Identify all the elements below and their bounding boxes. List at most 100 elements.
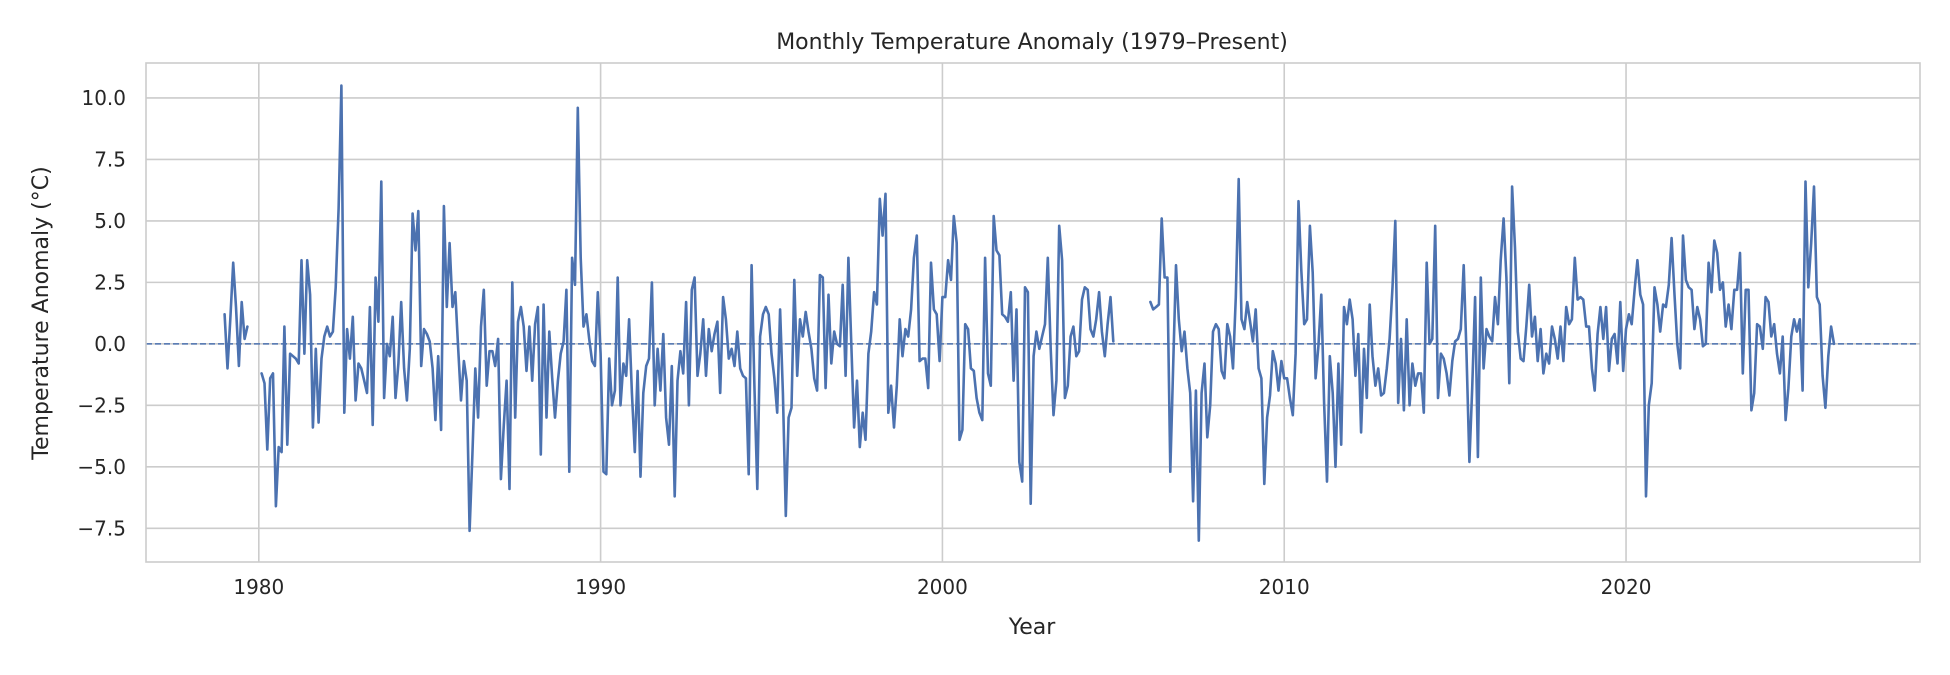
data-point: [1163, 276, 1166, 279]
data-point: [910, 308, 912, 311]
data-point: [1722, 281, 1724, 284]
data-point: [668, 443, 670, 446]
data-point: [599, 352, 602, 355]
data-point: [1562, 360, 1565, 362]
data-point: [1252, 340, 1254, 343]
data-point: [1702, 345, 1704, 348]
data-point: [1744, 288, 1747, 291]
data-point: [648, 357, 650, 360]
data-point: [1750, 409, 1753, 412]
data-point: [1687, 286, 1690, 289]
data-point: [460, 399, 462, 402]
data-point: [1343, 306, 1345, 308]
data-point: [1203, 362, 1206, 365]
data-point: [662, 333, 665, 335]
data-point: [673, 495, 676, 498]
data-point: [873, 291, 875, 294]
data-point: [1417, 372, 1419, 375]
data-point: [1177, 318, 1180, 321]
data-point: [266, 448, 269, 451]
data-point: [574, 283, 576, 286]
data-point: [1793, 318, 1795, 321]
data-point: [1761, 347, 1764, 350]
data-point: [1813, 185, 1815, 188]
data-point: [522, 325, 525, 328]
data-point: [1534, 315, 1536, 318]
data-point: [713, 333, 716, 335]
data-point: [445, 306, 448, 308]
data-point: [591, 360, 593, 362]
data-point: [260, 372, 263, 375]
data-point: [391, 315, 394, 318]
data-point: [1377, 367, 1380, 370]
data-point: [1685, 279, 1687, 281]
data-point: [1798, 318, 1801, 321]
data-point: [454, 291, 457, 294]
data-point: [1693, 328, 1696, 330]
data-point: [1596, 333, 1599, 335]
y-tick-label: 10.0: [81, 86, 126, 110]
data-point: [1556, 357, 1559, 360]
data-point: [363, 379, 366, 382]
data-point: [719, 392, 722, 394]
data-point: [1260, 377, 1263, 380]
data-point: [1363, 347, 1365, 350]
data-point: [1061, 259, 1063, 262]
data-point: [1519, 357, 1522, 360]
data-point: [1334, 465, 1337, 468]
data-point: [790, 406, 793, 409]
data-point: [528, 325, 531, 328]
data-point: [1101, 330, 1103, 333]
data-point: [1610, 338, 1613, 340]
data-point: [275, 505, 277, 508]
data-point: [1360, 431, 1362, 434]
data-point: [346, 328, 348, 330]
data-point: [1254, 308, 1257, 311]
data-point: [1622, 370, 1625, 372]
data-point: [1827, 355, 1830, 358]
data-point: [1539, 328, 1542, 330]
data-point: [759, 335, 761, 338]
data-point: [1351, 318, 1354, 321]
data-point: [1095, 318, 1098, 321]
data-point: [1388, 338, 1391, 340]
data-point: [357, 362, 360, 365]
data-point: [1616, 362, 1619, 365]
data-point: [1397, 402, 1400, 404]
data-point: [750, 264, 753, 267]
data-point: [1160, 217, 1163, 220]
data-point: [525, 370, 528, 372]
data-point: [856, 379, 858, 382]
data-point: [332, 330, 334, 333]
data-point: [1189, 392, 1192, 394]
data-point: [269, 377, 272, 380]
data-point: [1066, 384, 1069, 387]
data-point: [1605, 306, 1607, 308]
data-point: [665, 416, 667, 419]
data-point: [1081, 298, 1083, 301]
data-point: [981, 419, 984, 421]
data-point: [1790, 335, 1793, 338]
data-point: [1719, 288, 1721, 291]
data-point: [1568, 323, 1570, 326]
data-point: [542, 303, 545, 306]
data-point: [1676, 343, 1679, 345]
data-point: [933, 308, 935, 311]
data-point: [642, 392, 645, 394]
data-point: [816, 389, 818, 392]
data-point: [1103, 355, 1106, 358]
data-point: [690, 288, 693, 291]
data-point: [645, 365, 648, 367]
data-point: [1400, 338, 1402, 340]
data-point: [696, 374, 699, 377]
data-point: [1730, 328, 1733, 330]
data-point: [1209, 404, 1212, 407]
data-point: [1391, 286, 1394, 289]
data-point: [400, 301, 403, 303]
data-point: [975, 397, 978, 399]
data-point: [351, 315, 354, 318]
data-point: [1029, 502, 1032, 505]
data-point: [670, 365, 673, 367]
data-point: [289, 352, 291, 355]
data-point: [366, 392, 368, 394]
